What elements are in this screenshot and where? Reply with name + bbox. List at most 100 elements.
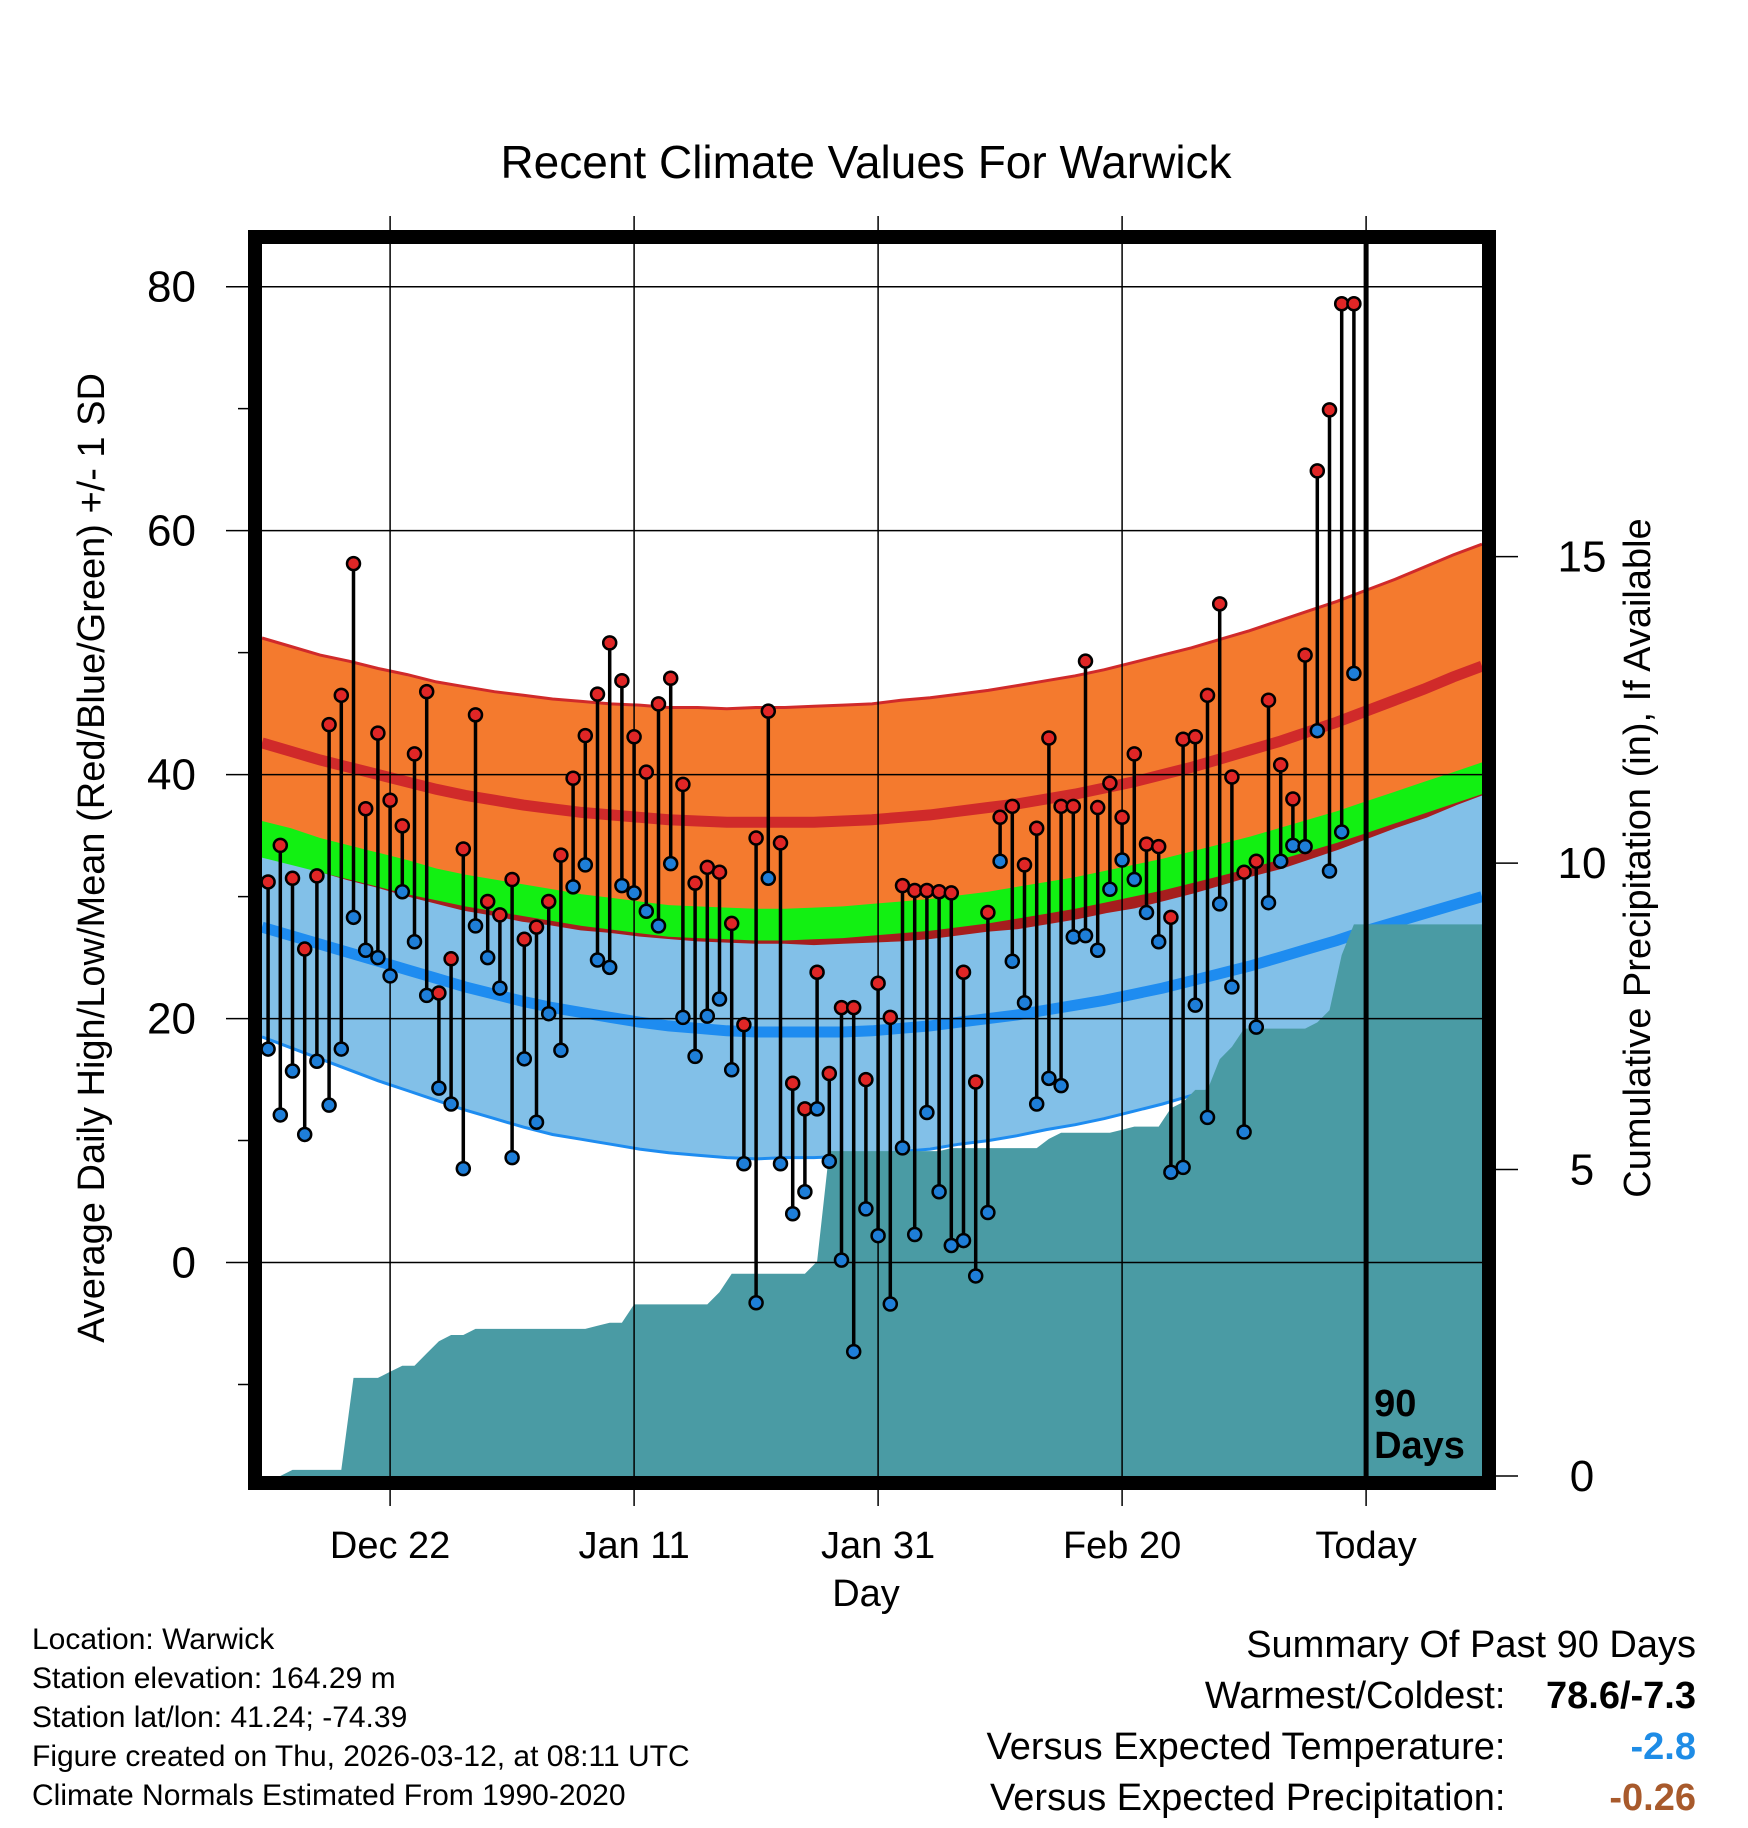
daily-high-point bbox=[638, 764, 655, 780]
daily-high-point bbox=[1187, 729, 1204, 745]
daily-low-point bbox=[809, 1101, 825, 1117]
normal-high-band-upper-edge bbox=[262, 542, 1482, 711]
daily-low-point bbox=[1333, 824, 1350, 840]
daily-low-point bbox=[675, 1009, 691, 1026]
daily-high-point bbox=[1224, 769, 1240, 785]
daily-high-point bbox=[1163, 909, 1179, 926]
daily-low-point bbox=[858, 1201, 874, 1217]
daily-high-point bbox=[504, 871, 520, 888]
daily-low-point bbox=[760, 870, 777, 887]
figure-created: Figure created on Thu, 2026-03-12, at 08… bbox=[32, 1740, 690, 1773]
y2-tick-label: 5 bbox=[1570, 1146, 1594, 1195]
daily-low-point bbox=[797, 1184, 813, 1200]
daily-low-point bbox=[1028, 1096, 1045, 1112]
normal-high-band bbox=[262, 544, 1482, 939]
daily-high-point bbox=[1077, 653, 1094, 669]
daily-low-point bbox=[1089, 942, 1106, 959]
daily-low-point bbox=[1016, 994, 1033, 1011]
daily-high-point bbox=[406, 746, 423, 762]
daily-high-point bbox=[980, 904, 996, 921]
daily-high-point bbox=[1126, 746, 1143, 762]
daily-high-point bbox=[736, 1016, 752, 1033]
daily-low-point bbox=[723, 1062, 740, 1078]
daily-high-point bbox=[1309, 463, 1326, 479]
y-tick-label: 0 bbox=[172, 1239, 196, 1288]
daily-high-point bbox=[626, 729, 642, 745]
y2-axis-label: Cumulative Precipitation (in), If Availa… bbox=[1617, 518, 1659, 1197]
daily-high-point bbox=[1321, 402, 1338, 418]
daily-high-point bbox=[650, 696, 667, 712]
normal-high-line bbox=[262, 660, 1482, 828]
daily-low-point bbox=[687, 1048, 703, 1065]
daily-high-point bbox=[296, 941, 313, 957]
daily-low-point bbox=[1138, 904, 1155, 921]
daily-low-point bbox=[967, 1268, 984, 1284]
daily-high-point bbox=[309, 868, 325, 884]
daily-low-point bbox=[357, 942, 374, 959]
daily-high-point bbox=[870, 975, 886, 991]
daily-high-point bbox=[370, 725, 386, 741]
daily-low-point bbox=[382, 968, 398, 984]
precip-value: -0.26 bbox=[1609, 1777, 1696, 1819]
climate-normals: Climate Normals Estimated From 1990-2020 bbox=[32, 1779, 626, 1812]
daily-high-point bbox=[1041, 730, 1057, 746]
daily-high-point bbox=[272, 837, 289, 854]
daily-high-point bbox=[711, 864, 728, 880]
daily-low-point bbox=[284, 1063, 301, 1079]
daily-high-point bbox=[1138, 836, 1155, 852]
y-tick-label: 80 bbox=[147, 263, 196, 312]
daily-low-point bbox=[492, 980, 508, 996]
daily-low-point bbox=[980, 1204, 996, 1221]
daily-high-point bbox=[516, 931, 533, 948]
daily-high-point bbox=[394, 818, 411, 834]
normal-mean-band bbox=[262, 762, 1482, 941]
daily-low-point bbox=[1102, 881, 1118, 898]
daily-low-point bbox=[467, 918, 484, 934]
daily-low-point bbox=[1126, 871, 1143, 888]
today-days-label: 90 bbox=[1374, 1383, 1416, 1425]
daily-low-point bbox=[1041, 1070, 1057, 1087]
daily-high-point bbox=[845, 999, 862, 1016]
daily-high-point bbox=[357, 801, 374, 817]
daily-high-point bbox=[614, 672, 630, 689]
daily-low-point bbox=[711, 991, 728, 1007]
daily-low-point bbox=[638, 903, 655, 919]
daily-high-point bbox=[858, 1071, 874, 1088]
daily-high-point bbox=[821, 1065, 838, 1082]
daily-low-point bbox=[919, 1104, 935, 1121]
daily-low-point bbox=[455, 1160, 472, 1177]
daily-low-point bbox=[955, 1232, 972, 1249]
summary-title: Summary Of Past 90 Days bbox=[1246, 1624, 1696, 1666]
y2-tick-label: 0 bbox=[1570, 1452, 1594, 1501]
daily-high-point bbox=[577, 727, 594, 744]
daily-low-point bbox=[272, 1107, 289, 1123]
daily-low-point bbox=[870, 1227, 886, 1244]
station-elevation: Station elevation: 164.29 m bbox=[32, 1662, 396, 1695]
daily-high-point bbox=[382, 792, 398, 808]
daily-low-point bbox=[577, 857, 594, 873]
daily-low-point bbox=[1321, 863, 1338, 879]
daily-high-point bbox=[967, 1074, 984, 1090]
daily-high-point bbox=[321, 716, 337, 733]
daily-low-point bbox=[553, 1042, 569, 1059]
daily-low-point bbox=[1175, 1159, 1191, 1176]
x-tick-label: Today bbox=[1315, 1525, 1416, 1567]
daily-low-point bbox=[262, 1041, 276, 1057]
daily-high-point bbox=[589, 686, 606, 702]
summary-warmest-row: Warmest/Coldest: 78.6/-7.3 bbox=[987, 1671, 1696, 1722]
daily-high-point bbox=[992, 809, 1008, 826]
daily-high-point bbox=[1260, 692, 1277, 708]
daily-low-point bbox=[406, 933, 423, 950]
daily-high-point bbox=[723, 915, 740, 932]
x-tick-label: Feb 20 bbox=[1063, 1525, 1181, 1567]
daily-low-point bbox=[1297, 838, 1313, 855]
station-info: Location: Warwick Station elevation: 164… bbox=[32, 1620, 690, 1815]
warmest-label: Warmest/Coldest: bbox=[1204, 1675, 1506, 1717]
daily-low-point bbox=[662, 855, 679, 872]
x-tick-label: Jan 31 bbox=[821, 1525, 935, 1567]
daily-high-point bbox=[1285, 791, 1301, 807]
daily-high-point bbox=[1211, 596, 1228, 612]
daily-high-point bbox=[492, 907, 508, 923]
y2-tick-label: 10 bbox=[1558, 839, 1607, 888]
